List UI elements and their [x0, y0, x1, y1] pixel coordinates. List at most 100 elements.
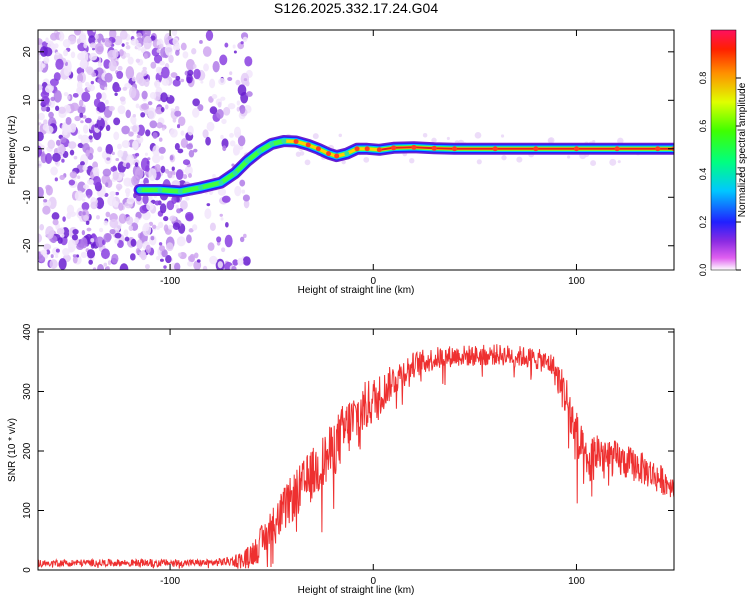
- bottom-xtick-label: 0: [370, 576, 376, 587]
- noise-point: [217, 101, 222, 108]
- noise-point: [236, 106, 240, 112]
- noise-point: [209, 222, 216, 231]
- noise-point: [95, 42, 104, 55]
- noise-point: [237, 135, 246, 147]
- track-point: [269, 141, 275, 147]
- noise-point: [205, 136, 211, 146]
- noise-point: [192, 63, 197, 69]
- noise-point: [241, 189, 246, 194]
- noise-point: [58, 32, 65, 41]
- noise-point: [187, 69, 194, 76]
- noise-point: [216, 236, 222, 243]
- noise-point: [45, 153, 53, 164]
- noise-point: [220, 134, 224, 140]
- noise-point: [110, 166, 118, 172]
- noise-point: [49, 78, 59, 87]
- noise-point: [77, 105, 86, 115]
- noise-point: [163, 215, 169, 222]
- noise-point: [96, 92, 102, 100]
- noise-point: [77, 175, 81, 180]
- noise-point: [43, 47, 53, 57]
- noise-point: [246, 91, 253, 97]
- noise-point: [160, 106, 165, 113]
- noise-point: [166, 95, 175, 104]
- noise-point: [159, 43, 164, 49]
- noise-point: [220, 96, 226, 101]
- noise-point: [91, 47, 96, 51]
- noise-point: [63, 66, 72, 77]
- noise-point: [209, 255, 218, 265]
- noise-point: [125, 45, 131, 50]
- noise-point: [135, 248, 141, 255]
- noise-point: [117, 65, 123, 71]
- noise-point: [117, 143, 122, 150]
- noise-point: [186, 234, 192, 244]
- noise-point: [130, 238, 137, 247]
- noise-point: [219, 213, 223, 217]
- noise-point: [128, 131, 134, 137]
- noise-point: [244, 56, 253, 67]
- top-ytick-label: 0: [22, 146, 33, 152]
- noise-point: [86, 249, 96, 259]
- noise-point: [55, 58, 64, 70]
- noise-point: [159, 203, 167, 214]
- noise-point: [112, 170, 119, 181]
- noise-point: [123, 177, 132, 187]
- noise-point: [132, 122, 137, 126]
- noise-point: [82, 165, 88, 171]
- track-point: [334, 153, 340, 159]
- noise-point: [150, 61, 157, 69]
- bottom-ytick-label: 200: [22, 442, 33, 459]
- noise-point: [121, 125, 130, 135]
- noise-point: [82, 193, 87, 198]
- noise-point: [161, 127, 165, 131]
- noise-point: [40, 249, 48, 256]
- noise-point: [169, 215, 177, 222]
- noise-point: [136, 239, 143, 250]
- noise-point: [242, 194, 250, 202]
- colorbar-label: Normalized spectral amplitude: [737, 82, 748, 217]
- noise-point: [141, 69, 148, 77]
- noise-point: [164, 44, 173, 56]
- noise-point: [126, 197, 135, 205]
- noise-point: [180, 130, 185, 136]
- noise-point: [48, 196, 57, 210]
- noise-point: [96, 117, 105, 130]
- noise-point: [182, 159, 191, 166]
- noise-point: [146, 201, 154, 211]
- track-point: [492, 146, 498, 152]
- noise-point: [172, 222, 180, 230]
- noise-point: [125, 66, 135, 80]
- noise-point: [128, 86, 137, 99]
- noise-point: [92, 30, 96, 33]
- noise-point: [65, 116, 72, 125]
- noise-point: [97, 116, 102, 121]
- noise-point: [38, 112, 45, 121]
- noise-point: [154, 200, 161, 206]
- noise-point: [92, 267, 97, 270]
- noise-point: [609, 158, 617, 166]
- noise-point: [174, 110, 182, 117]
- noise-point: [154, 164, 161, 173]
- track-point: [305, 142, 311, 148]
- noise-point: [76, 38, 81, 45]
- colorbar-tick-label: 0.0: [698, 264, 708, 277]
- noise-point: [90, 238, 95, 243]
- noise-point: [237, 257, 244, 266]
- track-point: [411, 144, 417, 150]
- top-xtick-label: 0: [370, 276, 376, 287]
- noise-point: [172, 37, 179, 46]
- noise-point: [341, 159, 346, 165]
- noise-point: [45, 185, 53, 196]
- noise-point: [187, 173, 192, 178]
- noise-point: [38, 186, 44, 199]
- noise-point: [170, 108, 175, 112]
- noise-point: [125, 109, 131, 119]
- noise-point: [50, 32, 58, 41]
- noise-point: [38, 255, 46, 264]
- noise-point: [148, 168, 157, 181]
- noise-point: [221, 247, 226, 253]
- noise-point: [56, 228, 64, 235]
- noise-point: [193, 252, 199, 259]
- noise-point: [180, 78, 185, 83]
